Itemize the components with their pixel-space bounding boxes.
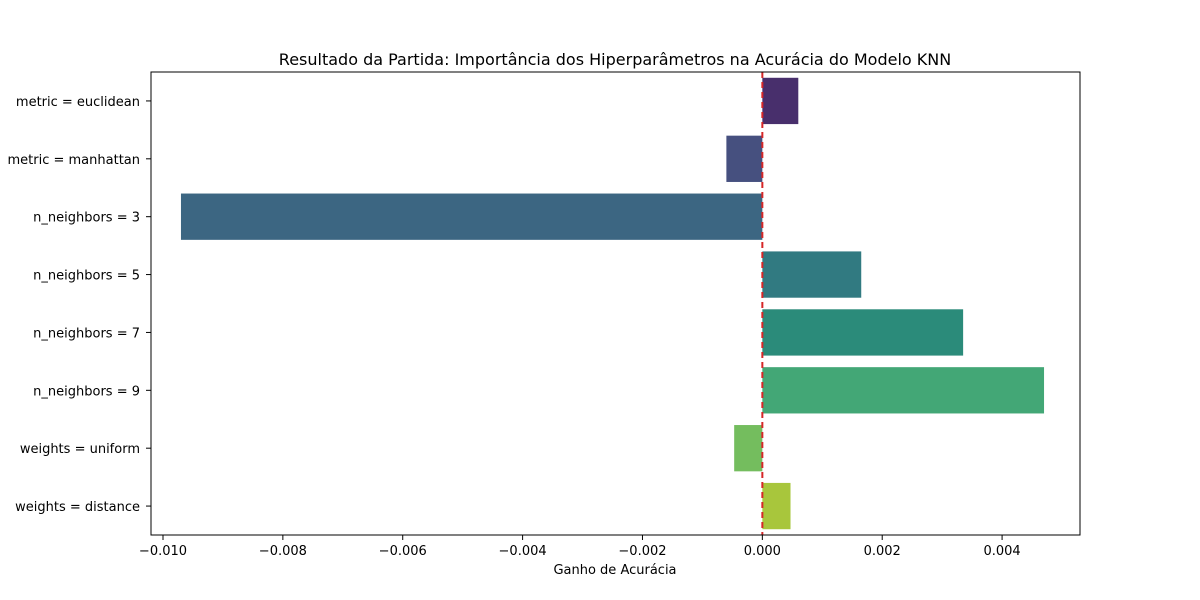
x-tick-label: −0.004 [499,544,547,559]
x-tick-label: −0.002 [618,544,666,559]
x-tick-label: −0.006 [379,544,427,559]
bar [762,77,799,125]
bar [762,367,1045,414]
y-axis-ticks: metric = euclidean metric = manhattan n_ne… [8,95,151,515]
x-axis-label: Ganho de Acurácia [553,563,676,578]
x-tick-label: 0.004 [983,544,1020,559]
bar [726,135,763,182]
y-tick-label: weights = uniform [20,442,140,457]
y-tick-label: n_neighbors = 7 [33,326,140,341]
x-tick-label: −0.008 [259,544,307,559]
y-tick-label: n_neighbors = 5 [33,269,140,284]
y-tick-label: metric = manhattan [8,153,141,168]
plot-frame [150,71,1081,536]
y-tick-label: n_neighbors = 9 [33,384,140,399]
x-axis-ticks: −0.010 −0.008 −0.006 −0.004 −0.002 0.000 0.002… [139,535,1021,559]
y-tick-label: weights = distance [15,500,140,515]
x-tick-label: 0.002 [864,544,901,559]
bar [762,482,791,530]
bar [734,425,763,472]
bar [180,193,763,240]
bars [180,77,1045,530]
bar [762,251,862,298]
x-tick-label: −0.010 [139,544,187,559]
chart-title: Resultado da Partida: Importância dos Hi… [279,50,951,69]
y-tick-label: metric = euclidean [16,95,140,110]
x-tick-label: 0.000 [744,544,781,559]
bar [762,309,964,356]
y-tick-label: n_neighbors = 3 [33,211,140,226]
